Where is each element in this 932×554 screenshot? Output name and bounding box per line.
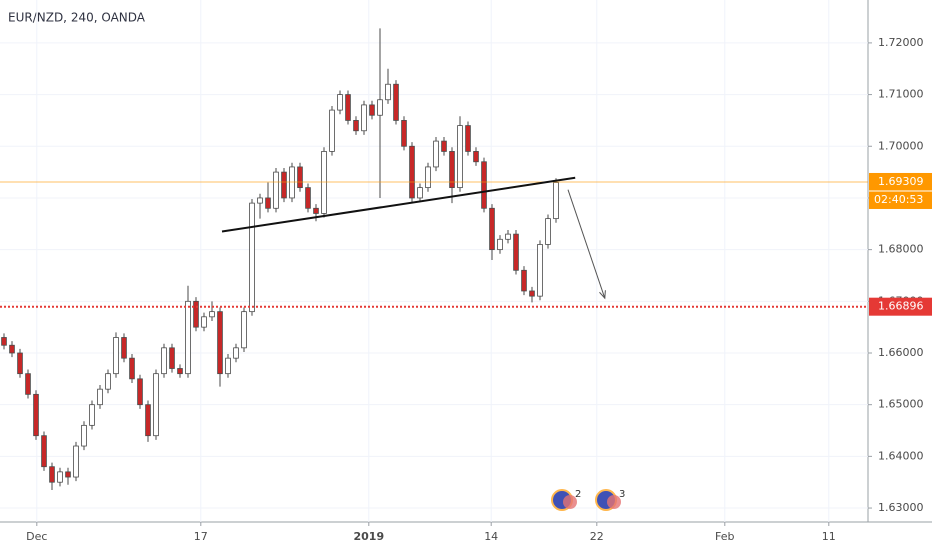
candle-body — [57, 471, 63, 483]
candle-body — [233, 347, 239, 359]
candle-body — [329, 109, 335, 152]
candle-body — [337, 94, 343, 111]
candle-body — [497, 238, 503, 251]
y-tick-label: 1.71000 — [878, 88, 924, 101]
candle-body — [49, 466, 55, 483]
y-tick-label: 1.65000 — [878, 398, 924, 411]
candle-body — [489, 207, 495, 251]
candle-body — [209, 311, 215, 318]
candle-body — [297, 166, 303, 189]
arrow — [567, 189, 606, 299]
candle-body — [433, 140, 439, 168]
candle-body — [105, 373, 111, 390]
x-tick-label: 2019 — [353, 530, 384, 543]
candle-body — [89, 404, 95, 426]
candle-body — [241, 311, 247, 349]
chart-title: EUR/NZD, 240, OANDA — [8, 11, 146, 25]
candle-body — [129, 357, 135, 380]
candle-body — [161, 347, 167, 375]
candle-body — [25, 373, 31, 395]
candle-body — [481, 161, 487, 209]
candle-body — [273, 171, 279, 209]
candle-body — [113, 337, 119, 375]
event-count: 3 — [619, 489, 625, 500]
countdown-label: 02:40:53 — [874, 193, 923, 206]
candle-body — [33, 393, 39, 437]
candle-body — [401, 120, 407, 147]
candle-body — [521, 269, 527, 292]
x-tick-label: 22 — [590, 530, 604, 543]
y-tick-label: 1.66000 — [878, 346, 924, 359]
x-tick-label: Dec — [26, 530, 47, 543]
candle-body — [225, 357, 231, 375]
price-label-box — [869, 297, 932, 316]
y-tick-label: 1.70000 — [878, 139, 924, 152]
candle-body — [257, 197, 263, 204]
x-tick-label: 14 — [484, 530, 498, 543]
price-label: 1.66896 — [878, 300, 924, 313]
candle-body — [9, 344, 15, 354]
candle-body — [137, 378, 143, 406]
candle-body — [1, 337, 7, 346]
candle-body — [553, 182, 559, 220]
candle-body — [281, 171, 287, 199]
candle-body — [465, 125, 471, 152]
candle-body — [185, 300, 191, 375]
x-tick-label: 17 — [194, 530, 208, 543]
price-label: 1.69309 — [878, 175, 924, 188]
candle-body — [529, 290, 535, 297]
candle-body — [537, 244, 543, 297]
candle-body — [41, 435, 47, 468]
candle-body — [353, 120, 359, 132]
candle-body — [81, 424, 87, 447]
candle-body — [169, 347, 175, 369]
candle-body — [441, 140, 447, 152]
candle-body — [313, 207, 319, 214]
candle-body — [393, 83, 399, 121]
candle-body — [545, 218, 551, 245]
candle-body — [145, 404, 151, 437]
event-badge-inner — [563, 495, 577, 509]
event-badge-inner — [607, 495, 621, 509]
candle-body — [217, 311, 223, 375]
candle-body — [417, 187, 423, 199]
candle-body — [385, 83, 391, 101]
candle-body — [97, 388, 103, 406]
arrow-head — [599, 290, 606, 300]
event-count: 2 — [575, 489, 581, 500]
candle-body — [201, 316, 207, 328]
candle-body — [193, 300, 199, 328]
candle-body — [121, 337, 127, 359]
candle-body — [17, 352, 23, 375]
candle-body — [65, 471, 71, 478]
candle-body — [177, 368, 183, 375]
candle-body — [369, 104, 375, 116]
y-tick-label: 1.63000 — [878, 501, 924, 514]
x-tick-label: 11 — [822, 530, 836, 543]
candle-body — [361, 104, 367, 132]
candle-body — [513, 233, 519, 271]
candle-body — [305, 187, 311, 209]
candle-body — [449, 151, 455, 189]
candle-body — [153, 373, 159, 437]
y-tick-label: 1.64000 — [878, 449, 924, 462]
y-tick-label: 1.72000 — [878, 36, 924, 49]
candle-body — [249, 202, 255, 313]
candle-body — [265, 197, 271, 209]
trendline — [221, 176, 576, 233]
candle-body — [457, 125, 463, 189]
x-tick-label: Feb — [715, 530, 734, 543]
candle-body — [345, 94, 351, 121]
candle-body — [409, 145, 415, 199]
candle-body — [425, 166, 431, 189]
candle-body — [73, 445, 79, 478]
candle-body — [377, 99, 383, 116]
candle-body — [473, 151, 479, 163]
y-tick-label: 1.68000 — [878, 243, 924, 256]
candle-body — [505, 233, 511, 240]
